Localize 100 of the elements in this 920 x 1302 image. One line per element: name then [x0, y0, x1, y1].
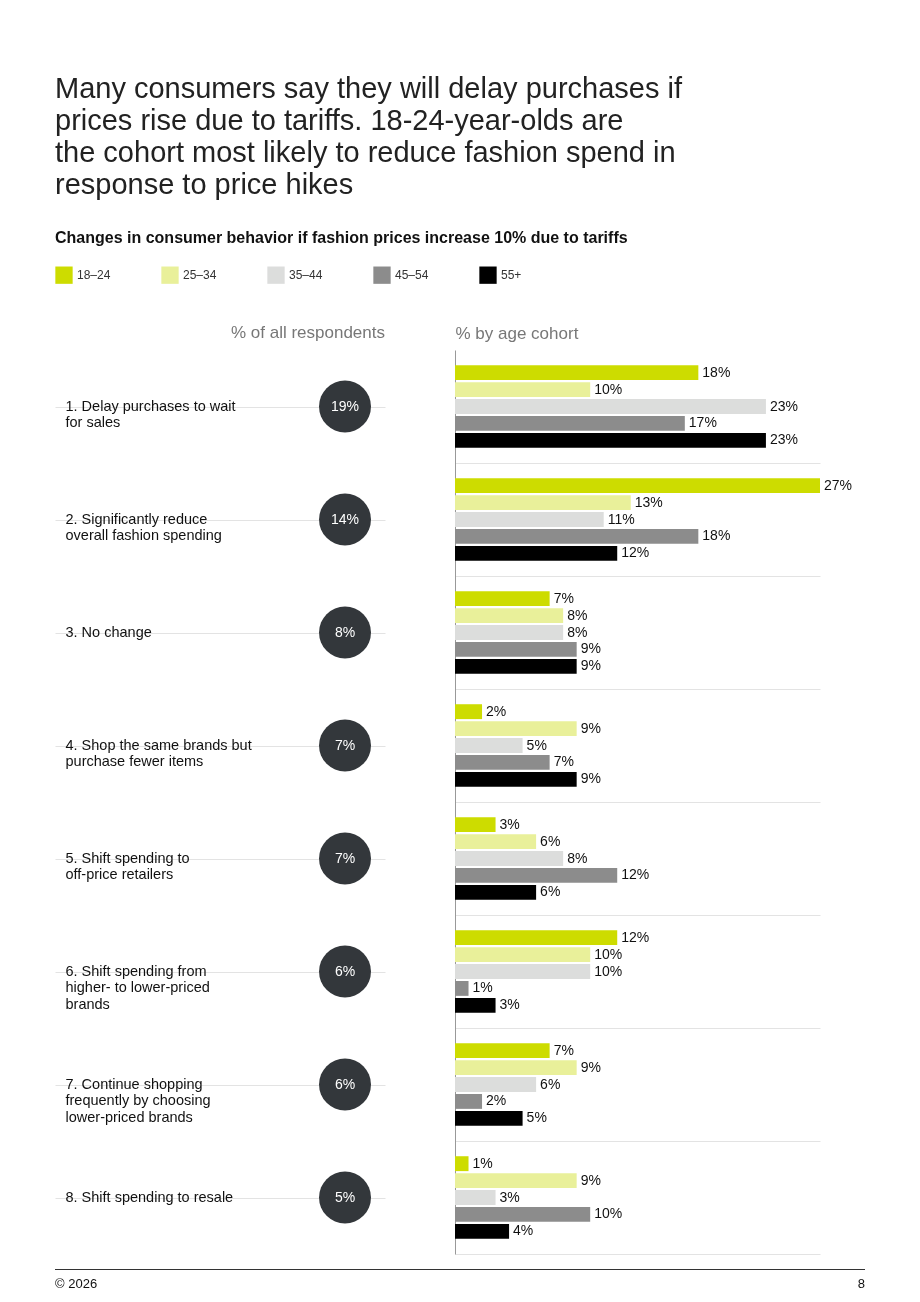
bar — [455, 1093, 483, 1109]
data-label: 11% — [607, 510, 635, 527]
bar — [455, 1223, 510, 1239]
text: 8 — [857, 1276, 865, 1291]
bar — [455, 884, 537, 900]
data-label: 6% — [540, 1075, 561, 1092]
y-tick-label: 4. Shop the same brands but purchase fewer items — [65, 736, 252, 769]
data-label: 18% — [702, 527, 731, 544]
data-label: 8% — [567, 606, 588, 623]
bar — [455, 1173, 577, 1189]
bar — [455, 1190, 496, 1205]
data-label: 9% — [580, 770, 601, 787]
y-tick-label: 6. Shift spending from higher- to lower-priced brands — [65, 962, 210, 1012]
text: Many consumers say they will delay purchases if prices rise due to tariffs. 18-24-year-olds are the cohort most likely to reduce fashion spend in response to price hikes — [55, 72, 683, 200]
text: 6% — [334, 1075, 356, 1092]
data-label: 27% — [824, 476, 853, 493]
data-label: 7% — [553, 589, 574, 606]
bar — [455, 947, 591, 963]
bar — [455, 415, 685, 431]
bar — [455, 930, 618, 946]
data-label: 5% — [526, 736, 547, 753]
bar — [455, 771, 577, 787]
bar — [455, 704, 483, 720]
bar — [455, 545, 618, 561]
text: 6% — [334, 962, 356, 979]
bar — [455, 997, 496, 1013]
legend-label: 55+ — [501, 268, 522, 283]
bar — [455, 591, 550, 607]
data-label: 23% — [769, 397, 798, 414]
bar — [455, 817, 496, 833]
y-tick-label: 2. Significantly reduce overall fashion spending — [65, 510, 222, 543]
bar — [455, 1156, 469, 1172]
data-label: 9% — [580, 1171, 601, 1188]
bar — [455, 365, 699, 381]
y-tick-label: 7. Continue shopping frequently by choosing lower-priced brands — [65, 1075, 211, 1125]
legend-label: 18–24 — [77, 268, 111, 283]
text: 19% — [330, 397, 360, 414]
bar — [455, 964, 591, 979]
bar — [455, 658, 577, 674]
data-label: 9% — [580, 719, 601, 736]
text: 8% — [334, 623, 356, 640]
data-label: 2% — [486, 702, 507, 719]
data-label: 2% — [486, 1092, 507, 1109]
data-label: 10% — [594, 1205, 623, 1222]
data-label: 7% — [553, 1041, 574, 1058]
bar — [455, 495, 631, 511]
legend-label: 35–44 — [289, 268, 323, 283]
bar — [455, 432, 766, 448]
text: % of all respondents — [230, 323, 385, 342]
bar — [455, 867, 618, 883]
bar — [455, 1043, 550, 1059]
data-label: 7% — [553, 753, 574, 770]
bar — [455, 625, 564, 640]
text: 7% — [334, 849, 356, 866]
bar — [455, 1110, 523, 1126]
text: Changes in consumer behavior if fashion prices increase 10% due to tariffs — [55, 229, 628, 246]
legend-label: 25–34 — [183, 268, 217, 283]
data-label: 9% — [580, 657, 601, 674]
data-label: 9% — [580, 1058, 601, 1075]
data-label: 3% — [499, 815, 520, 832]
data-label: 4% — [513, 1222, 534, 1239]
data-label: 12% — [621, 866, 650, 883]
x-axis-title: % by age cohort — [455, 323, 579, 343]
bar — [455, 1077, 537, 1092]
y-tick-label: 1. Delay purchases to wait for sales — [65, 397, 236, 430]
bar — [455, 1060, 577, 1076]
bar — [455, 478, 820, 494]
data-label: 18% — [702, 363, 731, 380]
bar — [455, 834, 537, 850]
text: 7% — [334, 736, 356, 753]
bar — [455, 754, 550, 770]
data-label: 8% — [567, 623, 588, 640]
data-label: 8% — [567, 849, 588, 866]
text: 14% — [330, 510, 360, 527]
data-label: 13% — [634, 493, 663, 510]
data-label: 1% — [472, 1154, 493, 1171]
data-label: 9% — [580, 640, 601, 657]
data-label: 5% — [526, 1109, 547, 1126]
bar — [455, 851, 564, 866]
bar — [455, 382, 591, 398]
bar — [455, 399, 766, 414]
bar — [455, 1206, 591, 1222]
bar — [455, 608, 564, 624]
data-label: 12% — [621, 544, 650, 561]
data-label: 1% — [472, 979, 493, 996]
bar — [455, 980, 469, 996]
data-label: 3% — [499, 996, 520, 1013]
data-label: 17% — [688, 414, 717, 431]
data-label: 12% — [621, 928, 650, 945]
y-tick-label: 3. No change — [65, 623, 152, 640]
data-label: 23% — [769, 431, 798, 448]
bar — [455, 512, 604, 527]
text: 5% — [334, 1188, 356, 1205]
data-label: 6% — [540, 883, 561, 900]
data-label: 10% — [594, 380, 623, 397]
bar — [455, 641, 577, 657]
y-tick-label: 8. Shift spending to resale — [65, 1188, 234, 1205]
bar — [455, 721, 577, 737]
data-label: 10% — [594, 945, 623, 962]
data-label: 6% — [540, 832, 561, 849]
